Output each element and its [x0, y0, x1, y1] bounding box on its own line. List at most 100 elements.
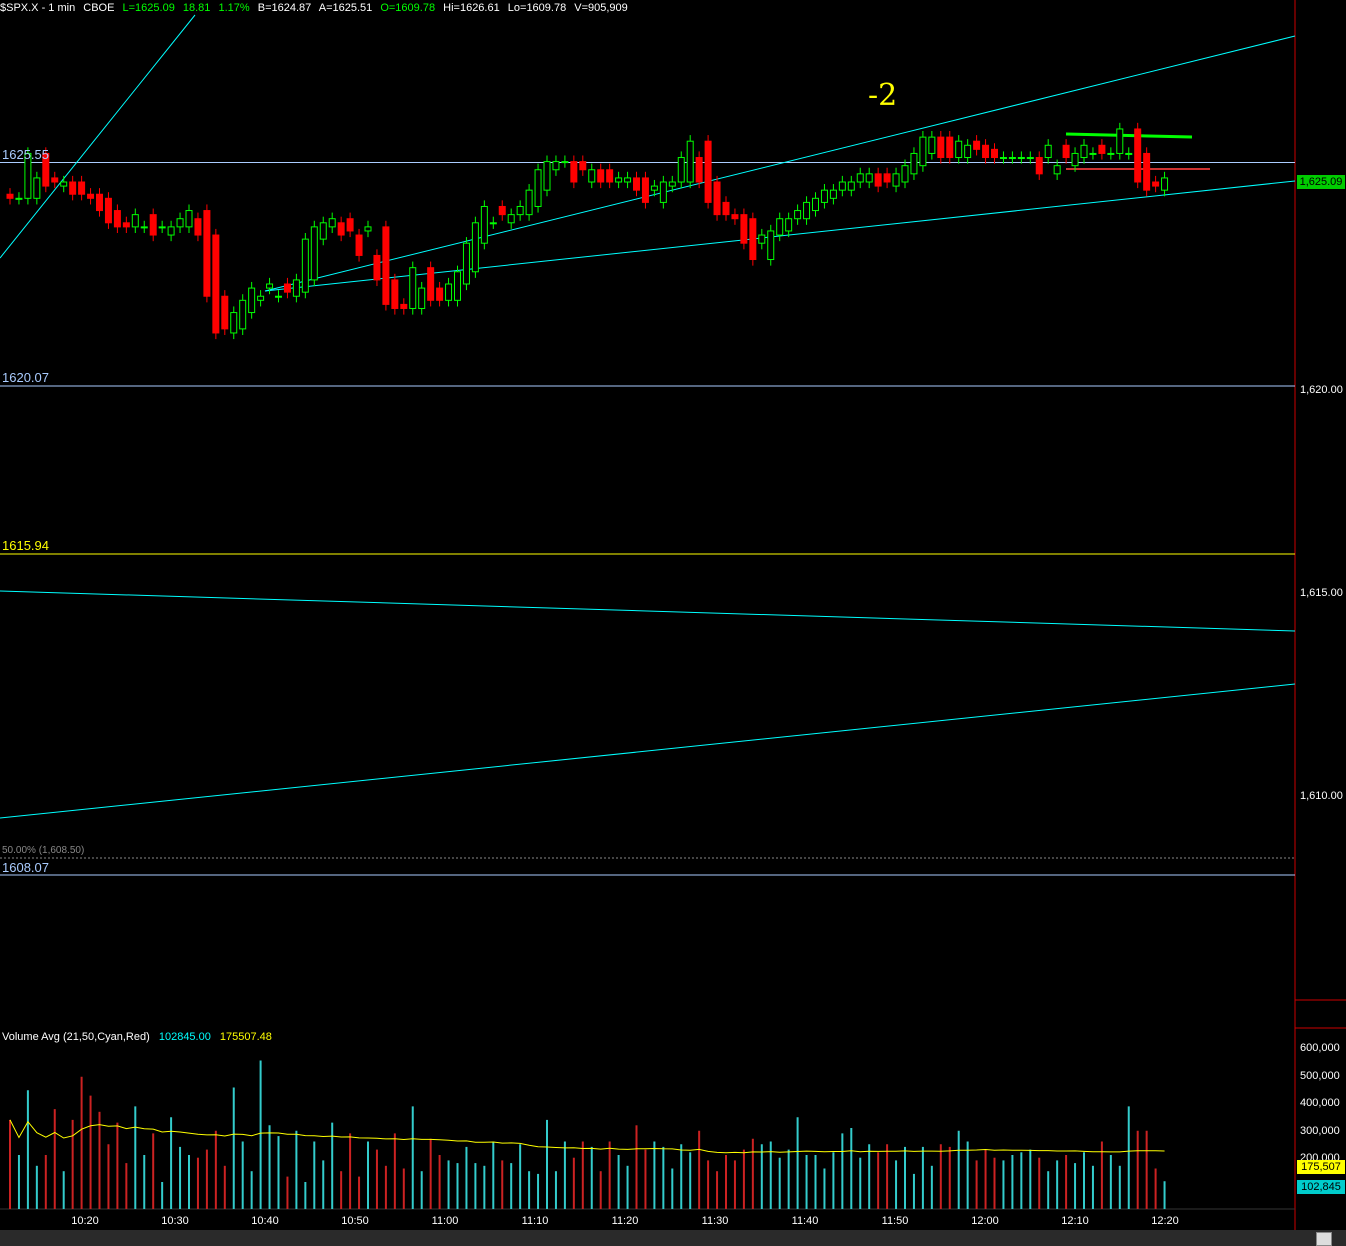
candle[interactable] — [1125, 152, 1133, 155]
candle[interactable] — [373, 254, 381, 281]
candle[interactable] — [140, 226, 148, 229]
candle[interactable] — [131, 214, 139, 228]
candle[interactable] — [498, 205, 506, 216]
candle[interactable] — [1080, 144, 1088, 159]
resistance-marker-line[interactable] — [1065, 132, 1193, 139]
candle[interactable] — [749, 218, 757, 261]
symbol-label[interactable]: $SPX.X - 1 min — [0, 2, 76, 14]
candle[interactable] — [1017, 157, 1025, 160]
candle[interactable] — [650, 185, 658, 191]
candle[interactable] — [176, 218, 184, 228]
candle[interactable] — [677, 157, 685, 183]
candle[interactable] — [856, 173, 864, 183]
trendline-steep[interactable] — [0, 14, 196, 259]
candle[interactable] — [87, 193, 95, 199]
candle[interactable] — [552, 161, 560, 171]
candle[interactable] — [292, 279, 300, 297]
candle[interactable] — [928, 136, 936, 154]
candle[interactable] — [69, 181, 77, 195]
candle[interactable] — [24, 152, 32, 199]
candle[interactable] — [113, 210, 121, 228]
trendline-ascending[interactable] — [0, 683, 1296, 819]
candle[interactable] — [1035, 157, 1043, 175]
candle[interactable] — [337, 222, 345, 236]
candle[interactable] — [946, 136, 954, 159]
candle[interactable] — [1044, 144, 1052, 159]
horizontal-scrollbar[interactable] — [0, 1230, 1346, 1246]
candle[interactable] — [641, 177, 649, 203]
candle[interactable] — [1098, 144, 1106, 154]
candle[interactable] — [695, 157, 703, 183]
candle[interactable] — [319, 222, 327, 240]
candle[interactable] — [33, 177, 41, 199]
candle[interactable] — [221, 295, 229, 330]
candle[interactable] — [624, 177, 632, 183]
candle[interactable] — [910, 152, 918, 175]
candle[interactable] — [865, 173, 873, 183]
candle[interactable] — [257, 295, 265, 301]
candle[interactable] — [543, 161, 551, 191]
candle[interactable] — [1053, 165, 1061, 175]
candle[interactable] — [1152, 181, 1160, 187]
candle[interactable] — [1116, 128, 1124, 154]
candle[interactable] — [615, 177, 623, 183]
candle[interactable] — [489, 222, 497, 225]
trendline-upper-channel[interactable] — [264, 35, 1296, 292]
candle[interactable] — [391, 279, 399, 309]
candle[interactable] — [1008, 157, 1016, 160]
volume-indicator-title[interactable]: Volume Avg (21,50,Cyan,Red) — [2, 1031, 150, 1043]
candle[interactable] — [364, 226, 372, 232]
candle[interactable] — [212, 234, 220, 334]
candle[interactable] — [1089, 152, 1097, 155]
candle[interactable] — [266, 283, 274, 289]
candle[interactable] — [454, 271, 461, 301]
candle[interactable] — [158, 226, 166, 229]
candle[interactable] — [812, 197, 819, 212]
candle[interactable] — [194, 218, 202, 236]
scroll-thumb[interactable] — [1316, 1232, 1332, 1246]
candle[interactable] — [239, 299, 247, 330]
candle[interactable] — [248, 287, 256, 314]
candle[interactable] — [820, 189, 828, 203]
candle[interactable] — [901, 165, 909, 183]
candle[interactable] — [15, 197, 23, 200]
candle[interactable] — [731, 214, 739, 220]
candle[interactable] — [382, 226, 390, 305]
candle[interactable] — [346, 218, 354, 232]
candle[interactable] — [785, 218, 793, 232]
candle[interactable] — [78, 181, 86, 195]
candle[interactable] — [1161, 177, 1169, 191]
candle[interactable] — [964, 144, 972, 159]
candle[interactable] — [919, 136, 927, 167]
candle[interactable] — [427, 267, 435, 301]
candle[interactable] — [230, 312, 238, 334]
candle[interactable] — [999, 157, 1007, 160]
candle[interactable] — [803, 201, 811, 220]
candle[interactable] — [561, 161, 569, 164]
candle[interactable] — [507, 214, 515, 224]
candle[interactable] — [328, 218, 336, 228]
candle[interactable] — [892, 173, 900, 187]
candle[interactable] — [51, 177, 59, 183]
candle[interactable] — [1071, 152, 1079, 167]
candle[interactable] — [471, 222, 479, 273]
candle[interactable] — [740, 214, 748, 244]
candle[interactable] — [445, 283, 453, 301]
candle[interactable] — [1143, 152, 1151, 191]
candle[interactable] — [355, 234, 363, 256]
candle[interactable] — [1107, 152, 1115, 155]
candle[interactable] — [400, 303, 408, 309]
candle[interactable] — [60, 181, 68, 187]
candle[interactable] — [1026, 157, 1034, 160]
trendline-descending[interactable] — [0, 590, 1296, 632]
candle[interactable] — [955, 140, 963, 159]
candle[interactable] — [606, 169, 614, 183]
candle[interactable] — [283, 283, 291, 293]
candle[interactable] — [633, 177, 640, 191]
candle[interactable] — [1062, 144, 1070, 159]
candle[interactable] — [409, 267, 417, 309]
candle[interactable] — [275, 295, 282, 298]
candle[interactable] — [516, 205, 524, 216]
candle[interactable] — [462, 242, 470, 285]
candle[interactable] — [704, 140, 712, 203]
